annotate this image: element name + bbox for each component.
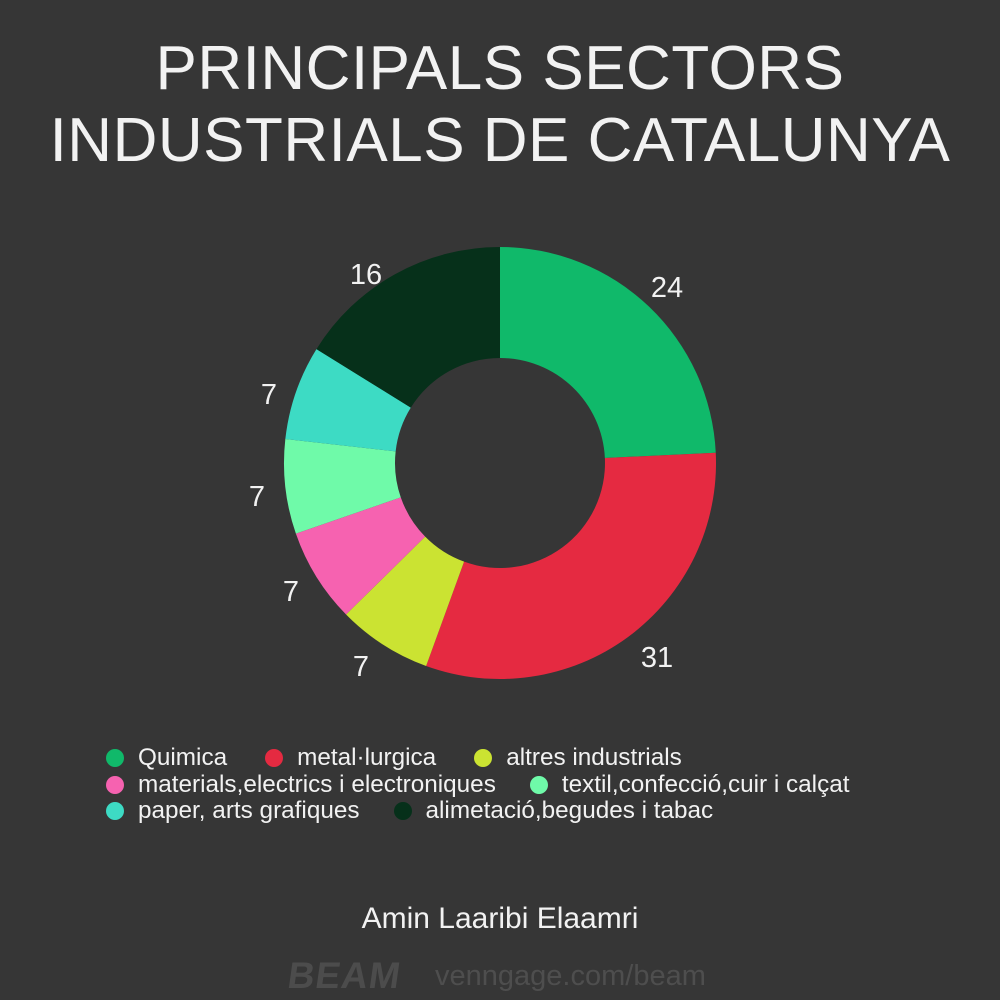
svg-text:7: 7 (261, 379, 277, 411)
svg-text:7: 7 (283, 576, 299, 608)
svg-text:7: 7 (249, 481, 265, 513)
svg-text:24: 24 (651, 272, 683, 304)
svg-text:31: 31 (641, 642, 673, 674)
svg-text:7: 7 (353, 651, 369, 683)
svg-text:16: 16 (350, 259, 382, 291)
